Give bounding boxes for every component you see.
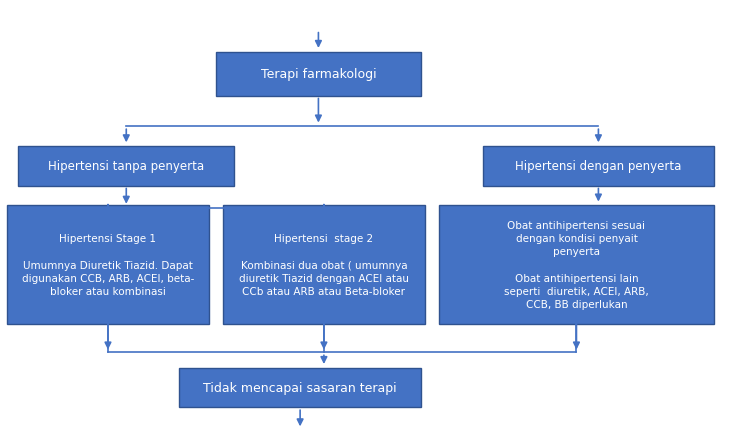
FancyBboxPatch shape: [179, 368, 421, 407]
FancyBboxPatch shape: [223, 206, 425, 324]
Text: Terapi farmakologi: Terapi farmakologi: [261, 68, 376, 81]
Text: Tidak mencapai sasaran terapi: Tidak mencapai sasaran terapi: [203, 381, 397, 394]
Text: Hipertensi  stage 2

Kombinasi dua obat ( umumnya
diuretik Tiazid dengan ACEI at: Hipertensi stage 2 Kombinasi dua obat ( …: [239, 233, 409, 297]
FancyBboxPatch shape: [483, 147, 714, 186]
Text: Hipertensi Stage 1

Umumnya Diuretik Tiazid. Dapat
digunakan CCB, ARB, ACEI, bet: Hipertensi Stage 1 Umumnya Diuretik Tiaz…: [22, 233, 194, 297]
Text: Hipertensi dengan penyerta: Hipertensi dengan penyerta: [515, 160, 681, 173]
Text: Obat antihipertensi sesuai
dengan kondisi penyait
penyerta

Obat antihipertensi : Obat antihipertensi sesuai dengan kondis…: [504, 220, 649, 310]
FancyBboxPatch shape: [7, 206, 209, 324]
FancyBboxPatch shape: [216, 53, 421, 96]
Text: Hipertensi tanpa penyerta: Hipertensi tanpa penyerta: [48, 160, 204, 173]
FancyBboxPatch shape: [18, 147, 234, 186]
FancyBboxPatch shape: [439, 206, 714, 324]
